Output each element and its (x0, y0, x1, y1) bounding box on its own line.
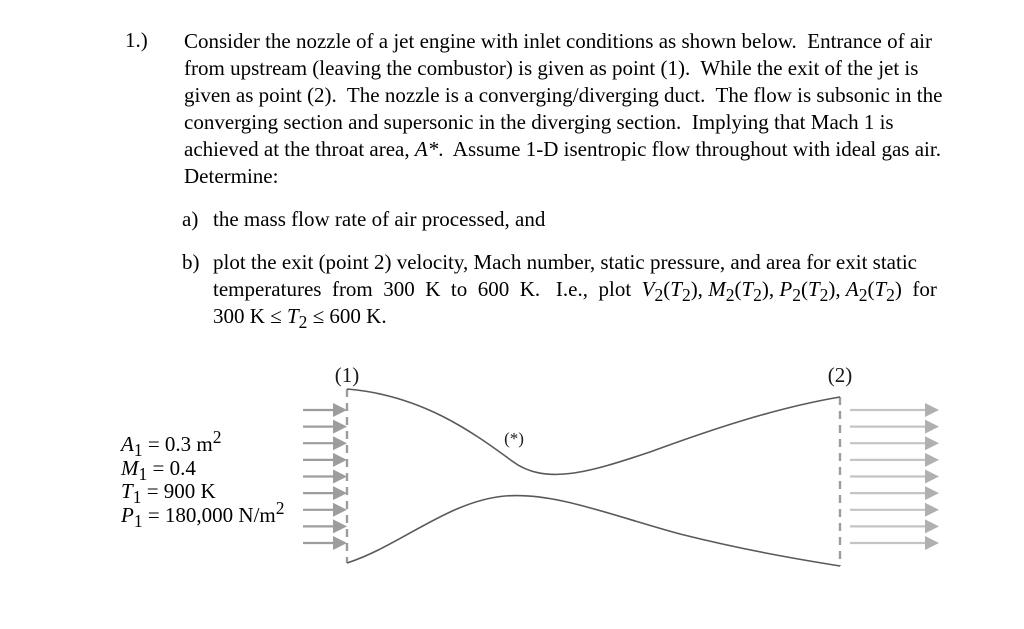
svg-text:(1): (1) (335, 363, 360, 387)
svg-text:(*): (*) (504, 429, 524, 448)
svg-text:(2): (2) (828, 363, 853, 387)
